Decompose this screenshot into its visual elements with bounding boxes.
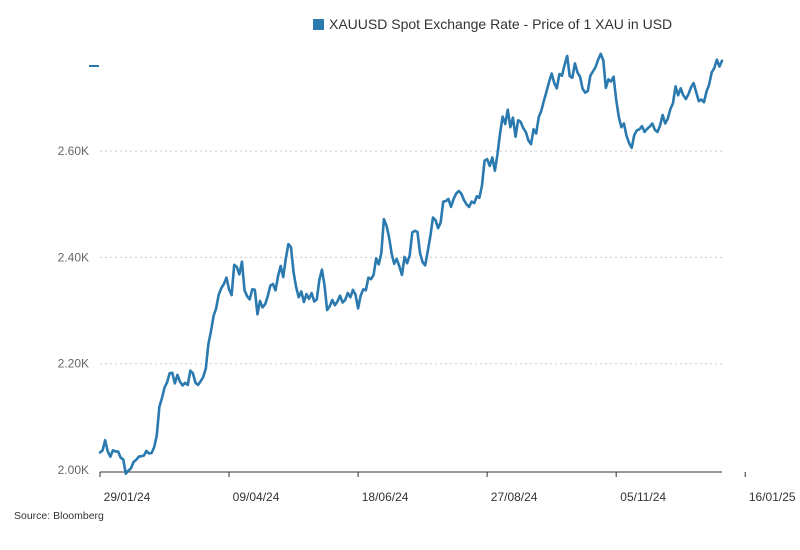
- legend-label: XAUUSD Spot Exchange Rate - Price of 1 X…: [329, 16, 673, 32]
- gridlines: [100, 150, 722, 365]
- x-axis-tick-labels: 29/01/24 09/04/24 18/06/24 27/08/24 05/11/24…: [104, 490, 796, 504]
- y-tick-label: 2.40K: [58, 250, 89, 264]
- y-tick-label: 2.00K: [58, 463, 89, 477]
- series-line-xauusd: [98, 52, 724, 476]
- x-tick-label: 29/01/24: [104, 490, 151, 504]
- x-tick-label: 05/11/24: [620, 490, 666, 504]
- y-tick-label: 2.60K: [58, 144, 89, 158]
- x-tick-label: 27/08/24: [491, 490, 538, 504]
- x-tick-label: 18/06/24: [362, 490, 409, 504]
- legend: XAUUSD Spot Exchange Rate - Price of 1 X…: [313, 16, 672, 32]
- y-axis-tick-labels: 2.00K 2.20K 2.40K 2.60K: [58, 144, 89, 477]
- x-tick-label: 09/04/24: [233, 490, 280, 504]
- axes: [89, 65, 746, 477]
- y-tick-label: 2.20K: [58, 357, 89, 371]
- series-layer: [98, 52, 724, 476]
- legend-swatch: [313, 18, 324, 30]
- source-note: Source: Bloomberg: [14, 510, 104, 522]
- x-tick-label: 16/01/25: [749, 490, 796, 504]
